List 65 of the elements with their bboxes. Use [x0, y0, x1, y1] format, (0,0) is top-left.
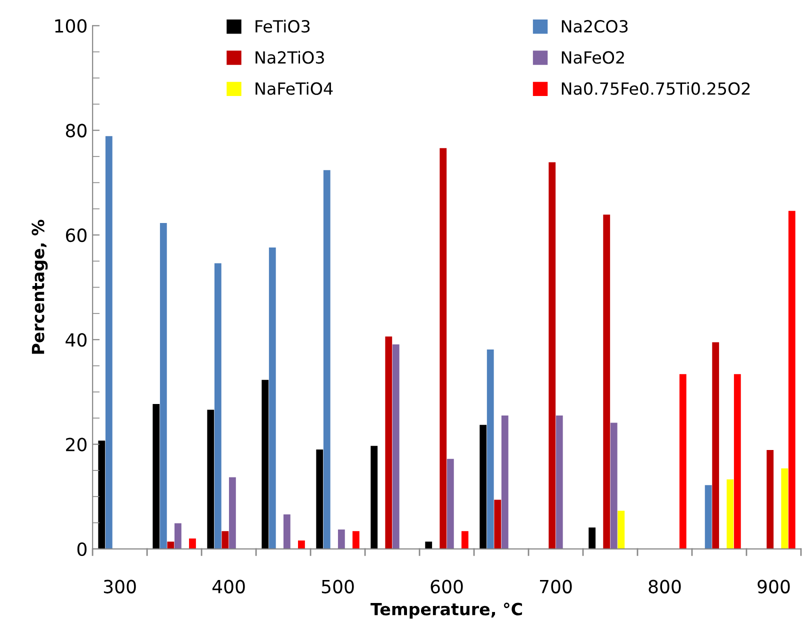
bar: [352, 531, 360, 549]
bar: [501, 415, 508, 549]
bar: [189, 538, 196, 549]
bar: [298, 540, 305, 549]
bar: [338, 530, 345, 549]
bar: [588, 527, 596, 549]
bar: [160, 222, 167, 549]
bar: [610, 422, 618, 549]
bar: [556, 415, 563, 549]
bar: [283, 514, 290, 549]
bar: [548, 162, 556, 549]
bar: [167, 542, 174, 549]
bar: [385, 336, 392, 549]
bar: [781, 468, 788, 549]
bar: [679, 374, 686, 549]
bar: [726, 479, 734, 549]
legend-label: Na2TiO3: [256, 50, 324, 64]
bar: [480, 424, 487, 549]
x-tick-label: 300: [104, 580, 136, 594]
legend-label: NaFeO2: [562, 51, 624, 64]
bar: [440, 148, 447, 549]
bar: [603, 214, 610, 549]
y-axis-title: Percentage, %: [32, 220, 48, 354]
bar: [214, 263, 222, 549]
bar: [734, 374, 741, 549]
y-tick-label: 0: [77, 542, 87, 556]
bar: [486, 350, 494, 549]
bar: [323, 170, 330, 549]
y-tick-label: 60: [66, 228, 87, 242]
legend-label: FeTiO3: [256, 20, 310, 33]
y-tick-label: 20: [66, 438, 87, 452]
x-tick-label: 800: [648, 580, 681, 594]
bar: [105, 136, 112, 549]
bar: [425, 542, 432, 549]
bar: [370, 446, 378, 549]
bar: [268, 248, 276, 549]
legend-label: NaFeTiO4: [256, 82, 333, 95]
x-axis-title: Temperature, °C: [370, 602, 522, 619]
bar: [766, 450, 774, 549]
bar: [174, 523, 182, 549]
bar: [152, 404, 160, 549]
bar: [98, 440, 106, 549]
bar: [222, 531, 229, 549]
x-tick-label: 700: [540, 580, 572, 594]
x-tick-label: 900: [758, 580, 790, 594]
bar: [207, 410, 214, 549]
bar: [316, 449, 324, 549]
bar: [262, 380, 269, 549]
bar: [392, 344, 400, 549]
y-tick-label: 80: [66, 124, 87, 138]
bar: [788, 210, 796, 549]
x-tick-label: 400: [212, 580, 245, 594]
x-tick-label: 600: [430, 580, 463, 594]
bar: [446, 458, 454, 549]
y-tick-label: 40: [66, 333, 87, 347]
bar: [494, 500, 502, 549]
legend-label: Na2CO3: [562, 20, 628, 33]
bar: [704, 485, 712, 549]
x-tick-label: 500: [322, 580, 354, 594]
y-tick-label: 100: [55, 19, 87, 33]
legend-label: Na0.75Fe0.75Ti0.25O2: [562, 82, 750, 95]
bar: [228, 477, 236, 549]
bar: [618, 510, 625, 549]
bar: [461, 531, 468, 549]
bar: [712, 342, 720, 549]
